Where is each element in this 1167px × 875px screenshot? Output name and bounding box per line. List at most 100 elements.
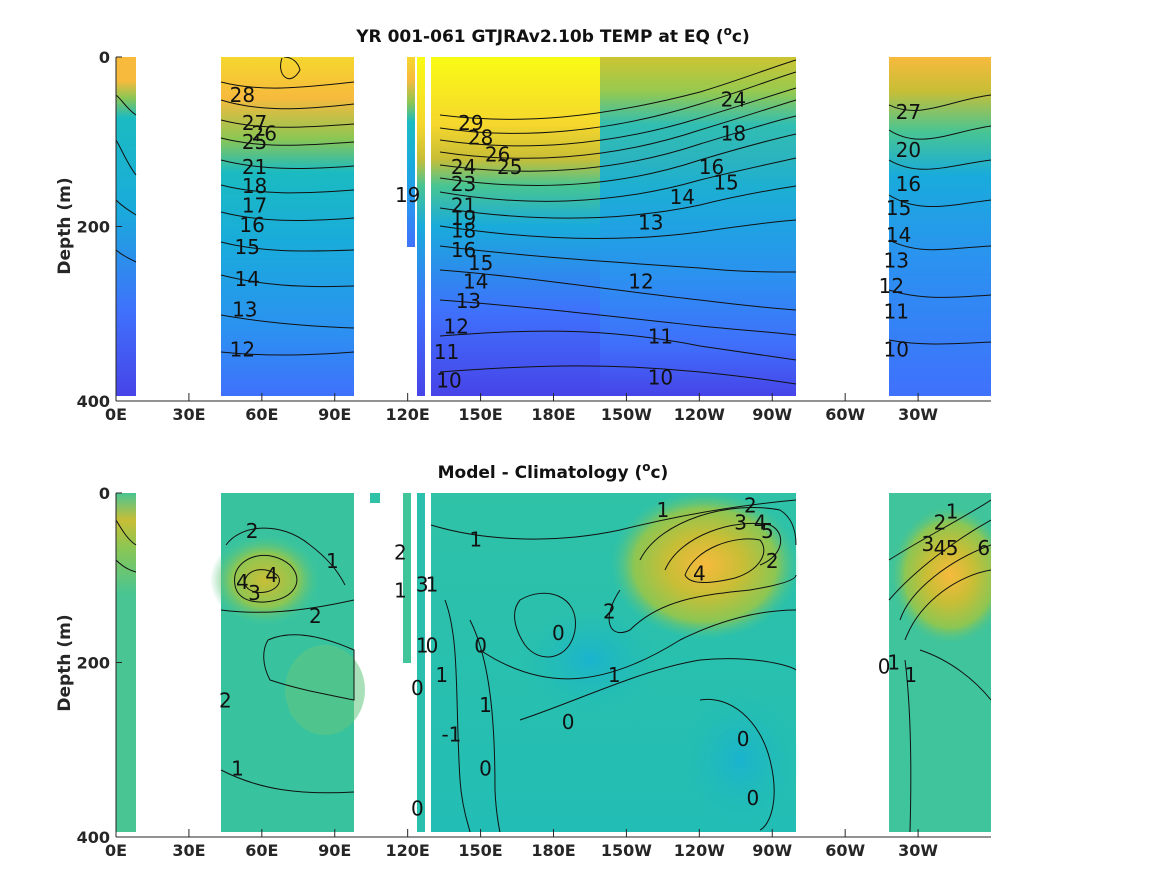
contour-line xyxy=(904,569,991,641)
contour-line xyxy=(280,57,301,80)
contour-label: 1 xyxy=(946,500,959,524)
contour-line xyxy=(439,245,797,273)
contour-label: 17 xyxy=(242,193,267,217)
x-tick-label: 0E xyxy=(105,841,127,860)
heatmap-field xyxy=(116,493,991,832)
contour-line xyxy=(888,289,991,298)
x-tick-label: 60W xyxy=(825,405,865,424)
contour-line xyxy=(444,599,471,832)
contour-label: -1 xyxy=(441,723,461,747)
contour-line xyxy=(220,274,355,288)
contour-label: 1 xyxy=(608,663,621,687)
ocean-segment-strait xyxy=(403,493,411,663)
contour-line xyxy=(220,314,355,329)
warm-anomaly xyxy=(610,493,800,640)
ocean-segment-east-pacific xyxy=(600,57,796,396)
contour-label: 3 xyxy=(921,532,934,556)
contour-line xyxy=(888,159,991,170)
contour-label: 15 xyxy=(886,196,911,220)
x-tick-label: 150E xyxy=(458,405,502,424)
contour-label: 10 xyxy=(883,337,908,361)
contour-label: 26 xyxy=(485,142,510,166)
contour-line xyxy=(220,241,355,252)
contour-line xyxy=(608,574,797,633)
contour-label: 0 xyxy=(552,621,565,645)
contour-label: 0 xyxy=(562,710,575,734)
contour-label: 21 xyxy=(242,155,267,179)
contour-label: 13 xyxy=(456,289,481,313)
contour-label: 1 xyxy=(887,651,900,675)
contour-label: 29 xyxy=(458,111,483,135)
ocean-segment-atlantic-east xyxy=(116,57,136,396)
y-tick-label: 0 xyxy=(99,48,110,67)
x-tick-label: 180E xyxy=(531,841,575,860)
contour-label: 21 xyxy=(451,193,476,217)
x-tick-label: 60E xyxy=(245,405,278,424)
contour-lines xyxy=(116,57,991,385)
contour-label: 13 xyxy=(638,210,663,234)
contour-line xyxy=(220,119,355,128)
contour-line xyxy=(220,769,355,794)
y-axis-label: Depth (m) xyxy=(55,177,75,274)
contour-line xyxy=(116,139,137,176)
contour-label: 27 xyxy=(242,111,267,135)
contour-label: 14 xyxy=(886,223,911,247)
contour-line xyxy=(116,519,137,546)
contour-label: 19 xyxy=(451,206,476,230)
contour-label: 1 xyxy=(394,578,407,602)
contour-line xyxy=(220,99,355,110)
contour-label: 4 xyxy=(693,562,706,586)
contour-line xyxy=(116,199,137,216)
contour-line xyxy=(116,249,137,263)
contour-line xyxy=(220,599,355,613)
chart-title: Model - Climatology (oc) xyxy=(438,460,669,483)
contour-line xyxy=(699,698,775,831)
contour-line xyxy=(220,137,355,146)
contour-label: 1 xyxy=(469,528,482,552)
heatmap-field xyxy=(116,57,991,396)
contour-label: 28 xyxy=(230,83,255,107)
contour-label: 27 xyxy=(896,100,921,124)
contour-line xyxy=(220,81,355,89)
y-tick-label: 0 xyxy=(99,484,110,503)
contour-label: 4 xyxy=(265,563,278,587)
contour-label: 1 xyxy=(904,663,917,687)
contour-line xyxy=(919,649,991,701)
ocean-segment-island xyxy=(370,493,380,503)
warm-anomaly xyxy=(285,645,365,735)
contour-label: 25 xyxy=(497,155,522,179)
x-tick-label: 30E xyxy=(172,405,205,424)
contour-line xyxy=(439,115,797,172)
contour-label: 18 xyxy=(242,174,267,198)
contour-label: 4 xyxy=(754,511,767,535)
contour-label: 1 xyxy=(416,634,429,658)
x-tick-label: 180E xyxy=(531,405,575,424)
contour-label: 2 xyxy=(934,511,947,535)
ocean-segment-indonesia xyxy=(417,57,425,396)
contour-label: 16 xyxy=(896,172,921,196)
y-tick-label: 200 xyxy=(77,218,110,237)
warm-anomaly xyxy=(890,505,991,645)
ocean-segment-indonesia xyxy=(417,493,425,832)
panel-temperature: YR 001-061 GTJRAv2.10b TEMP at EQ (oc) xyxy=(55,24,991,424)
contour-label: 16 xyxy=(239,213,264,237)
contour-label: 15 xyxy=(713,170,738,194)
x-tick-label: 30W xyxy=(898,405,938,424)
contour-line xyxy=(439,133,797,186)
contour-line xyxy=(469,619,501,832)
x-tick-label: 120E xyxy=(386,405,430,424)
contour-label: 2 xyxy=(309,604,322,628)
contour-label: 2 xyxy=(246,519,259,543)
x-tick-label: 60W xyxy=(825,841,865,860)
contour-line xyxy=(430,499,797,540)
contour-line xyxy=(664,522,782,571)
contour-line xyxy=(439,157,797,202)
contour-line xyxy=(888,339,991,345)
x-tick-label: 30W xyxy=(898,841,938,860)
contour-line xyxy=(439,59,797,120)
contour-line xyxy=(244,569,280,594)
contour-label: 14 xyxy=(463,270,488,294)
cool-anomaly xyxy=(520,605,660,715)
x-tick-label: 60E xyxy=(245,841,278,860)
contour-label: 2 xyxy=(766,549,779,573)
